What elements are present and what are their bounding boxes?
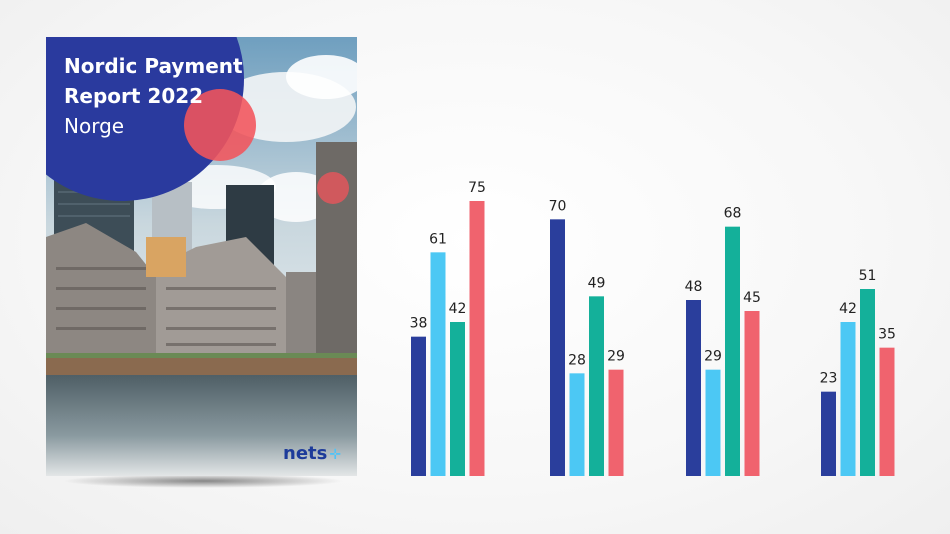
data-label-g2-s2: 28: [568, 352, 586, 368]
bar-g2-s2: [569, 373, 585, 476]
cover-title: Nordic Payment Report 2022: [64, 51, 254, 111]
cover-shadow: [62, 474, 344, 488]
data-label-g4-s3: 51: [859, 268, 877, 284]
bar-g4-s3: [860, 289, 875, 476]
data-label-g3-s2: 29: [704, 349, 722, 365]
cover-title-line-2: Report 2022: [64, 84, 204, 108]
bar-g4-s4: [879, 347, 895, 476]
bar-g3-s3: [725, 226, 740, 476]
data-label-g3-s3: 68: [724, 206, 742, 222]
bar-g1-s2: [430, 252, 446, 476]
data-label-g4-s4: 35: [878, 327, 896, 343]
bar-g4-s2: [840, 322, 856, 476]
cover-photo: [46, 37, 357, 476]
bar-g2-s3: [589, 296, 604, 476]
data-label-g1-s2: 61: [429, 231, 447, 247]
bar-group: [411, 201, 895, 477]
data-label-g4-s1: 23: [820, 371, 838, 387]
data-label-g3-s1: 48: [685, 279, 703, 295]
data-label-g2-s3: 49: [588, 275, 606, 291]
data-label-g2-s1: 70: [549, 198, 567, 214]
data-label-g3-s4: 45: [743, 290, 761, 306]
nets-logo: nets ✛: [283, 443, 341, 464]
bar-g4-s1: [821, 391, 836, 476]
bar-g2-s4: [608, 369, 624, 476]
report-cover: Nordic Payment Report 2022 Norge nets ✛: [46, 37, 357, 476]
bar-g3-s4: [744, 311, 760, 476]
data-label-g2-s4: 29: [607, 349, 625, 365]
cover-blue-circle: [46, 37, 244, 201]
cover-title-line-1: Nordic Payment: [64, 54, 243, 78]
bar-g3-s1: [686, 300, 701, 476]
bar-g2-s1: [550, 219, 565, 477]
cross-dots-icon: ✛: [329, 447, 342, 463]
cover-small-red-circle: [317, 172, 349, 204]
bar-g1-s3: [450, 322, 465, 476]
bar-label-group: 38 70 48 23 61 28 29 42 42 49 68 51 75 29 45 35: [410, 180, 896, 387]
data-label-g4-s2: 42: [839, 301, 857, 317]
nets-logo-text: nets: [283, 443, 328, 464]
cover-subtitle: Norge: [64, 114, 125, 138]
data-label-g1-s1: 38: [410, 316, 428, 332]
cover-red-circle: [184, 89, 256, 161]
bar-g3-s2: [705, 369, 721, 476]
data-label-g1-s3: 42: [449, 301, 467, 317]
bar-g1-s1: [411, 336, 426, 476]
bar-g1-s4: [469, 201, 485, 476]
data-label-g1-s4: 75: [468, 180, 486, 196]
